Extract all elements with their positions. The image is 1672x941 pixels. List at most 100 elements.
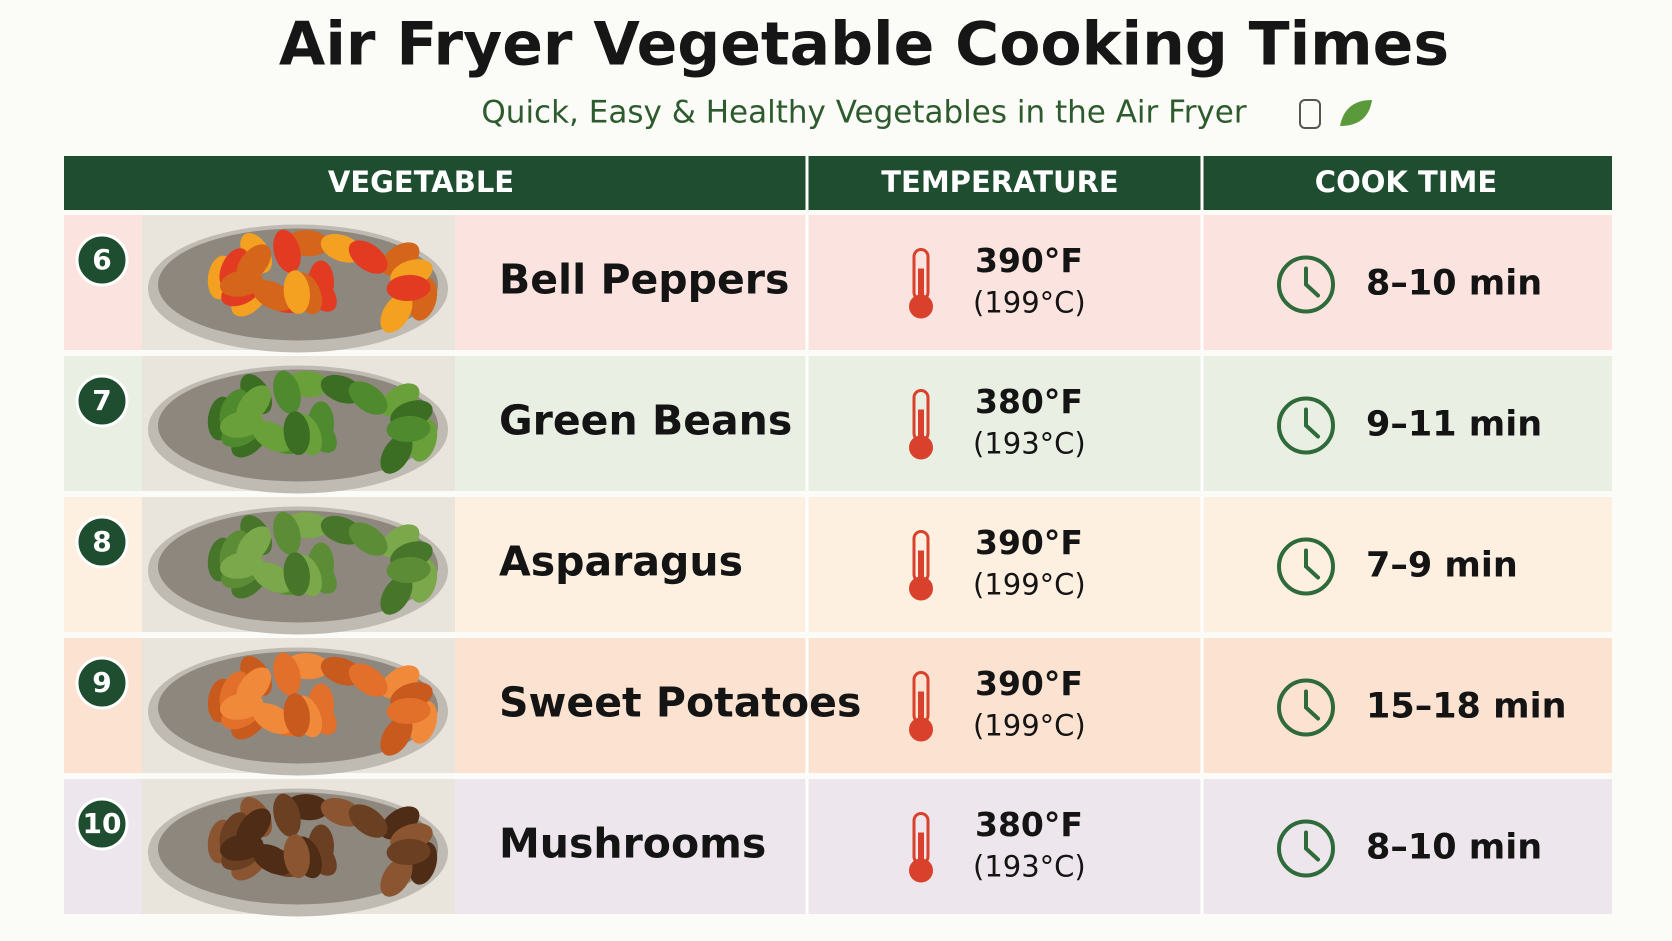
cook-time: 9–11 min	[1366, 405, 1542, 445]
photo-food	[273, 652, 301, 696]
subtitle: Quick, Easy & Healthy Vegetables in the …	[481, 95, 1246, 131]
row-number: 9	[92, 666, 111, 699]
number-badge	[75, 797, 129, 851]
clock-hands	[1304, 407, 1320, 439]
temp-celsius: (199°C)	[973, 709, 1086, 743]
table-body: 6 Bell Peppers 390°F (199°C) 8–10 min 7 Green …	[64, 215, 1612, 917]
photo-food	[348, 240, 388, 274]
photo-food	[348, 522, 388, 556]
clock-hands	[1304, 689, 1320, 721]
row-number: 6	[92, 243, 111, 276]
thermometer-fill	[918, 409, 924, 444]
clock-hands	[1304, 830, 1320, 862]
photo-food	[380, 292, 413, 333]
title: Air Fryer Vegetable Cooking Times	[279, 10, 1449, 80]
photo-food	[283, 270, 310, 315]
temp-fahrenheit: 390°F	[975, 664, 1083, 703]
photo-food	[236, 385, 272, 423]
photo-food	[236, 244, 272, 282]
photo-food	[252, 562, 294, 593]
table-row: 10 Mushrooms 380°F (193°C) 8–10 min	[64, 779, 1612, 917]
number-badge	[75, 515, 129, 569]
photo-food	[386, 556, 431, 583]
thermometer-bulb	[909, 294, 933, 319]
photo-food	[252, 703, 294, 734]
thermometer-bulb	[909, 576, 933, 601]
clock-hands	[1304, 266, 1320, 298]
photo-food	[380, 856, 413, 897]
number-badge	[75, 656, 129, 710]
photo-food	[236, 526, 272, 564]
vegetable-name: Sweet Potatoes	[499, 679, 861, 727]
photo-food	[273, 370, 301, 414]
temp-fahrenheit: 390°F	[975, 523, 1083, 562]
photo-food	[273, 229, 301, 273]
photo-food	[386, 274, 431, 301]
number-badge	[75, 233, 129, 287]
temp-fahrenheit: 390°F	[975, 241, 1083, 280]
number-badge	[75, 374, 129, 428]
photo-food	[348, 663, 388, 697]
thermometer-bulb	[909, 717, 933, 742]
table-row: 8 Asparagus 390°F (199°C) 7–9 min	[64, 497, 1612, 635]
column-header: VEGETABLE	[328, 165, 514, 199]
cook-time: 7–9 min	[1366, 546, 1518, 586]
photo-food	[386, 838, 431, 865]
vegetable-name: Mushrooms	[499, 820, 766, 868]
cook-time: 8–10 min	[1366, 828, 1542, 868]
photo-food	[283, 552, 310, 597]
temp-celsius: (199°C)	[973, 286, 1086, 320]
thermometer-fill	[918, 550, 924, 585]
temp-fahrenheit: 380°F	[975, 382, 1083, 421]
photo-food	[252, 421, 294, 452]
photo-food	[283, 693, 310, 738]
subtitle-icons	[1299, 99, 1372, 129]
photo-food	[348, 804, 388, 838]
row-number: 10	[83, 807, 122, 840]
table-row: 7 Green Beans 380°F (193°C) 9–11 min	[64, 356, 1612, 494]
vegetable-name: Green Beans	[499, 397, 792, 445]
photo-food	[348, 381, 388, 415]
column-header: TEMPERATURE	[881, 165, 1119, 199]
thermometer-fill	[918, 268, 924, 303]
photo-food	[283, 834, 310, 879]
clock-hands	[1304, 548, 1320, 580]
clock-icon	[1277, 819, 1335, 878]
thermometer-bulb	[909, 858, 933, 883]
vegetable-name: Bell Peppers	[499, 256, 789, 304]
table-row: 9 Sweet Potatoes 390°F (199°C) 15–18 min	[64, 638, 1612, 776]
header-bar	[64, 156, 1612, 210]
table-row: 6 Bell Peppers 390°F (199°C) 8–10 min	[64, 215, 1612, 353]
thermometer-bulb	[909, 435, 933, 460]
clock-icon	[1277, 396, 1335, 455]
thermometer-fill	[918, 832, 924, 867]
photo-food	[380, 574, 413, 615]
photo-food	[252, 844, 294, 875]
photo-food	[236, 808, 272, 846]
photo-food	[236, 667, 272, 705]
row-number: 8	[92, 525, 111, 558]
photo-food	[273, 793, 301, 837]
photo-food	[380, 433, 413, 474]
photo-food	[386, 697, 431, 724]
thermometer-fill	[918, 691, 924, 726]
vegetable-name: Asparagus	[499, 538, 743, 586]
photo-food	[380, 715, 413, 756]
temp-fahrenheit: 380°F	[975, 805, 1083, 844]
cook-time: 15–18 min	[1366, 687, 1566, 727]
photo-food	[273, 511, 301, 555]
column-header: COOK TIME	[1315, 165, 1497, 199]
clock-icon	[1277, 537, 1335, 596]
temp-celsius: (199°C)	[973, 568, 1086, 602]
table-header: VEGETABLE TEMPERATURE COOK TIME	[64, 156, 1612, 210]
photo-food	[252, 280, 294, 311]
photo-food	[283, 411, 310, 456]
temp-celsius: (193°C)	[973, 850, 1086, 884]
cook-time: 8–10 min	[1366, 264, 1542, 304]
clock-icon	[1277, 678, 1335, 737]
photo-food	[386, 415, 431, 442]
clock-icon	[1277, 255, 1335, 314]
temp-celsius: (193°C)	[973, 427, 1086, 461]
row-number: 7	[92, 384, 111, 417]
